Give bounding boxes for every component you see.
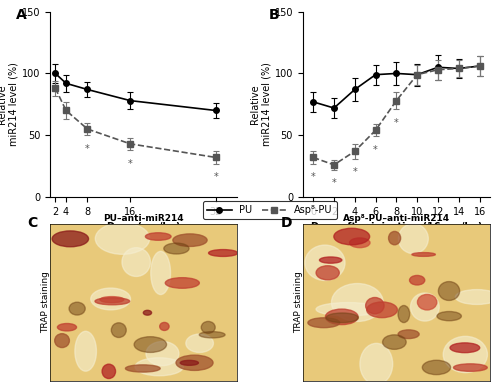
Ellipse shape bbox=[316, 303, 380, 316]
Text: *: * bbox=[311, 172, 316, 182]
Ellipse shape bbox=[75, 331, 96, 371]
Text: A: A bbox=[16, 8, 27, 22]
X-axis label: Dose (mg/kg): Dose (mg/kg) bbox=[107, 222, 180, 232]
Ellipse shape bbox=[454, 364, 487, 371]
Ellipse shape bbox=[450, 343, 480, 353]
Ellipse shape bbox=[410, 293, 439, 321]
Ellipse shape bbox=[382, 335, 406, 349]
Ellipse shape bbox=[122, 248, 150, 277]
Y-axis label: TRAP staining: TRAP staining bbox=[42, 272, 50, 333]
Ellipse shape bbox=[176, 355, 213, 370]
Legend: PU, Asp⁸-PU: PU, Asp⁸-PU bbox=[204, 202, 336, 219]
Ellipse shape bbox=[201, 321, 215, 333]
Ellipse shape bbox=[398, 330, 419, 338]
Text: D: D bbox=[280, 216, 292, 230]
Ellipse shape bbox=[443, 336, 488, 373]
Ellipse shape bbox=[160, 322, 169, 331]
Ellipse shape bbox=[102, 364, 116, 378]
Ellipse shape bbox=[208, 250, 238, 256]
Ellipse shape bbox=[332, 284, 384, 321]
Text: *: * bbox=[373, 145, 378, 155]
Ellipse shape bbox=[398, 224, 428, 254]
Text: *: * bbox=[214, 172, 218, 182]
Y-axis label: Relative
miR214 level (%): Relative miR214 level (%) bbox=[250, 62, 272, 146]
Text: *: * bbox=[394, 118, 399, 128]
Ellipse shape bbox=[146, 233, 171, 240]
Ellipse shape bbox=[412, 252, 436, 256]
Ellipse shape bbox=[316, 266, 340, 280]
Ellipse shape bbox=[54, 334, 70, 347]
Ellipse shape bbox=[180, 360, 199, 365]
Ellipse shape bbox=[112, 323, 126, 338]
Ellipse shape bbox=[366, 302, 398, 318]
Ellipse shape bbox=[151, 251, 171, 294]
Text: B: B bbox=[269, 8, 280, 22]
Ellipse shape bbox=[69, 302, 85, 315]
Ellipse shape bbox=[166, 278, 200, 288]
Ellipse shape bbox=[134, 337, 166, 352]
Ellipse shape bbox=[144, 310, 152, 315]
Ellipse shape bbox=[126, 365, 160, 372]
X-axis label: Days after injection (16 mg/kg): Days after injection (16 mg/kg) bbox=[310, 222, 482, 232]
Text: C: C bbox=[28, 216, 38, 230]
Ellipse shape bbox=[96, 223, 150, 254]
Ellipse shape bbox=[320, 257, 342, 263]
Ellipse shape bbox=[305, 245, 345, 280]
Ellipse shape bbox=[135, 358, 184, 376]
Text: *: * bbox=[352, 167, 357, 177]
Ellipse shape bbox=[100, 296, 124, 303]
Ellipse shape bbox=[91, 288, 130, 310]
Ellipse shape bbox=[422, 360, 450, 375]
Ellipse shape bbox=[456, 289, 498, 305]
Ellipse shape bbox=[173, 234, 207, 247]
Ellipse shape bbox=[360, 343, 392, 385]
Ellipse shape bbox=[186, 334, 214, 352]
Title: Asp⁸-PU–anti-miR214: Asp⁸-PU–anti-miR214 bbox=[343, 214, 450, 223]
Ellipse shape bbox=[366, 298, 384, 314]
Ellipse shape bbox=[146, 342, 179, 366]
Title: PU–anti-miR214: PU–anti-miR214 bbox=[104, 214, 184, 223]
Ellipse shape bbox=[410, 275, 425, 285]
Text: *: * bbox=[128, 159, 132, 169]
Ellipse shape bbox=[398, 305, 409, 322]
Ellipse shape bbox=[95, 298, 130, 305]
Ellipse shape bbox=[350, 238, 370, 248]
Y-axis label: Relative
miR214 level (%): Relative miR214 level (%) bbox=[0, 62, 19, 146]
Ellipse shape bbox=[200, 331, 225, 338]
Y-axis label: TRAP staining: TRAP staining bbox=[294, 272, 303, 333]
Ellipse shape bbox=[438, 282, 460, 300]
Ellipse shape bbox=[58, 324, 76, 331]
Text: *: * bbox=[85, 144, 90, 154]
Ellipse shape bbox=[388, 231, 400, 245]
Ellipse shape bbox=[418, 294, 437, 310]
Ellipse shape bbox=[308, 318, 340, 328]
Ellipse shape bbox=[164, 243, 189, 254]
Text: *: * bbox=[332, 179, 336, 188]
Ellipse shape bbox=[437, 312, 462, 321]
Ellipse shape bbox=[334, 228, 370, 245]
Ellipse shape bbox=[326, 313, 358, 322]
Ellipse shape bbox=[52, 231, 88, 247]
Ellipse shape bbox=[326, 309, 358, 325]
